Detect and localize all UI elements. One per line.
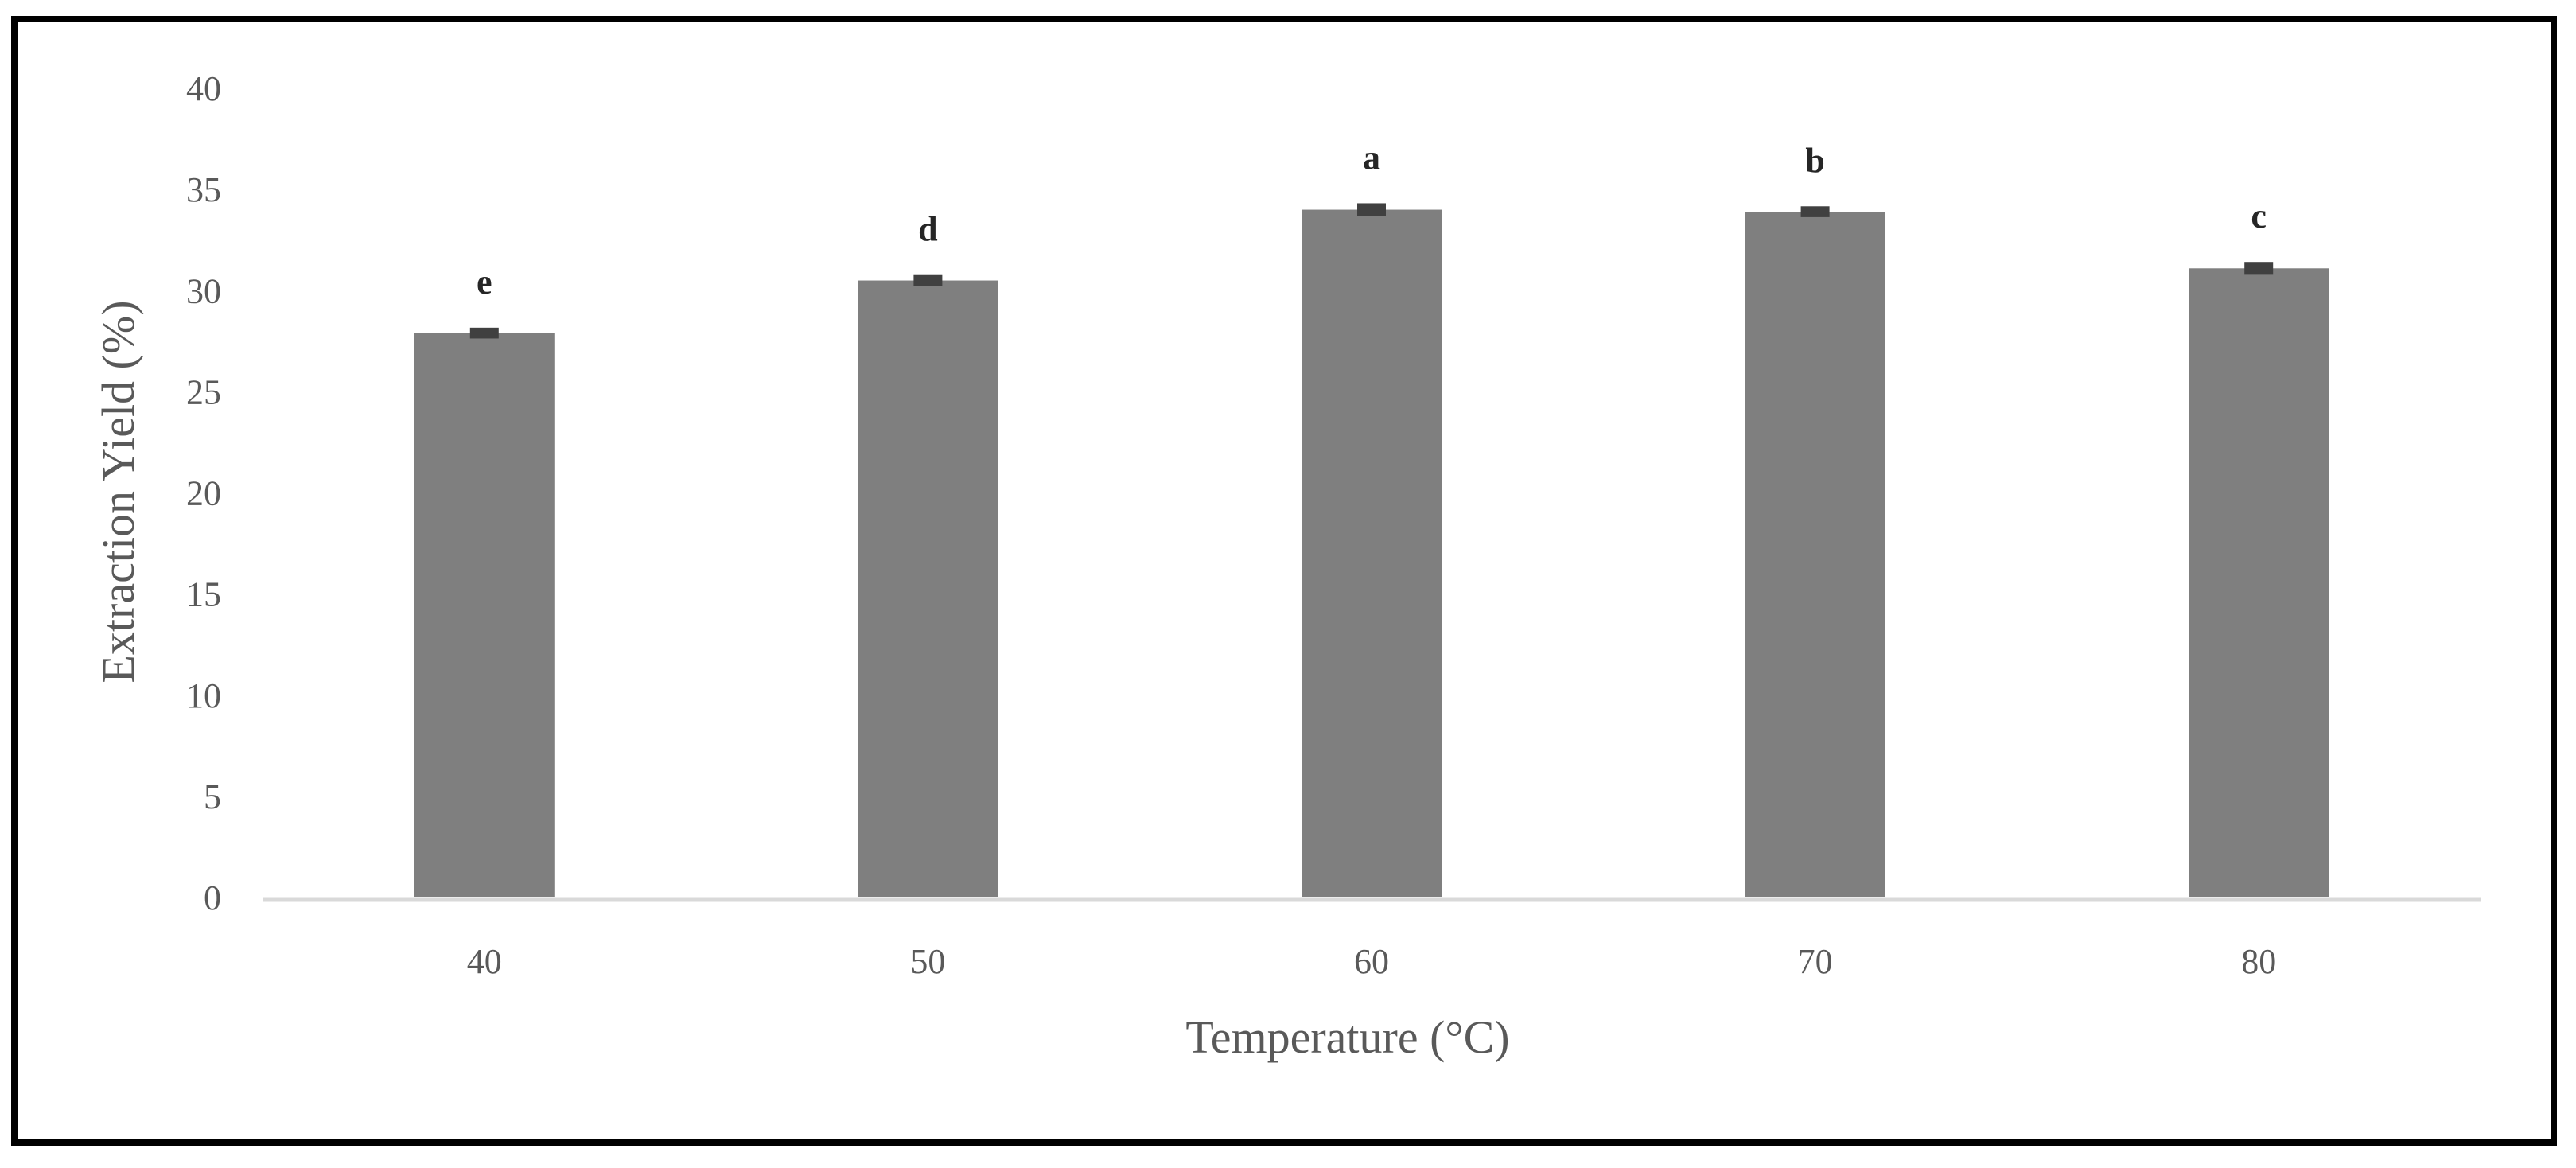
x-tick-label: 70 <box>1798 942 1833 981</box>
bar-60 <box>1302 209 1442 897</box>
y-tick-label: 20 <box>186 474 221 513</box>
y-axis-ticks: 0 5 10 15 20 25 30 35 40 <box>186 69 221 917</box>
y-axis-title: Extraction Yield (%) <box>92 300 144 683</box>
significance-label: c <box>2251 197 2267 236</box>
y-tick-label: 5 <box>204 777 221 816</box>
y-tick-label: 0 <box>204 878 221 917</box>
y-tick-label: 25 <box>186 372 221 411</box>
figure-frame: 0 5 10 15 20 25 30 35 40 e d a b c 40 50 60 70 80 Temper… <box>11 16 2557 1146</box>
error-bar-70 <box>1800 206 1830 217</box>
significance-label: b <box>1805 141 1824 180</box>
error-bar-80 <box>2244 262 2274 275</box>
y-tick-label: 10 <box>186 676 221 715</box>
bar-chart: 0 5 10 15 20 25 30 35 40 e d a b c 40 50 60 70 80 Temper… <box>92 69 2481 1063</box>
y-tick-label: 35 <box>186 170 221 209</box>
x-tick-label: 60 <box>1354 942 1389 981</box>
significance-label: d <box>918 210 937 249</box>
bar-40 <box>414 333 555 898</box>
x-axis-ticks: 40 50 60 70 80 <box>467 942 2276 981</box>
bar-50 <box>858 280 998 898</box>
bar-70 <box>1745 212 1885 897</box>
significance-label: e <box>477 263 492 302</box>
bars: e d a b c <box>414 138 2329 898</box>
y-tick-label: 30 <box>186 271 221 310</box>
bar-80 <box>2189 268 2329 898</box>
error-bar-40 <box>469 327 499 339</box>
x-tick-label: 80 <box>2241 942 2276 981</box>
y-tick-label: 40 <box>186 69 221 108</box>
x-axis-title: Temperature (°C) <box>1185 1011 1509 1063</box>
error-bar-50 <box>913 274 943 286</box>
x-tick-label: 50 <box>910 942 945 981</box>
x-tick-label: 40 <box>467 942 502 981</box>
y-tick-label: 15 <box>186 575 221 614</box>
significance-label: a <box>1363 138 1380 177</box>
error-bar-60 <box>1357 203 1386 216</box>
